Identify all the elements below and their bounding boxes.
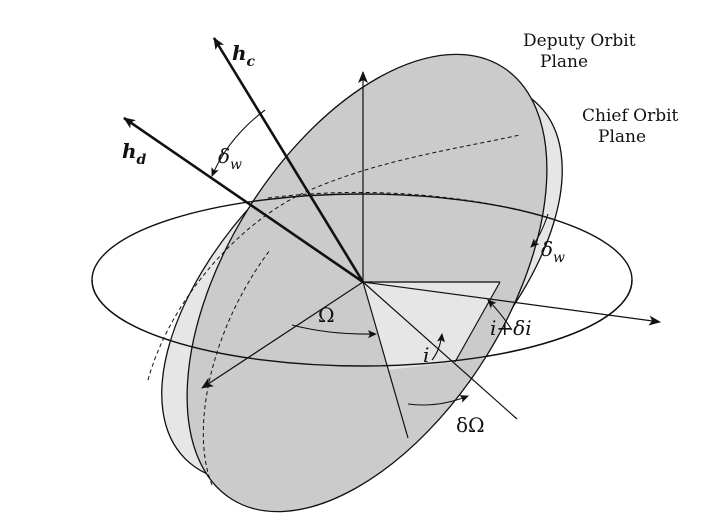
- h-c-label: hc: [232, 41, 256, 70]
- delta-omega-label: δΩ: [456, 413, 485, 437]
- h-d-sub: d: [137, 152, 147, 168]
- h-d-base: h: [122, 139, 137, 163]
- deputy-plane-label-1: Deputy Orbit: [523, 31, 636, 51]
- reference-hidden-arc: [267, 191, 521, 211]
- chief-node-line: [362, 281, 518, 420]
- deputy-plane-back: [186, 53, 548, 283]
- h-c-base: h: [232, 41, 247, 65]
- delta-w-right-base: δ: [541, 237, 553, 261]
- delta-w-left-sub: w: [230, 157, 242, 173]
- chief-plane-label-2: Plane: [598, 127, 646, 147]
- deputy-plane-ellipse-front: [186, 283, 548, 513]
- i-plus-delta-i-arc: [487, 299, 513, 331]
- omega-label: Ω: [318, 303, 335, 327]
- deputy-hidden-arc: [202, 249, 271, 486]
- deputy-plane-ellipse-back: [186, 53, 548, 283]
- i-plus-delta-i-label: i+δi: [490, 316, 532, 340]
- delta-w-right-label: δw: [541, 237, 565, 266]
- deputy-plane-label-2: Plane: [540, 52, 588, 72]
- wedge-region: [363, 283, 500, 370]
- h-c-sub: c: [247, 54, 256, 70]
- delta-w-left-base: δ: [218, 144, 230, 168]
- y-axis-arrow: [201, 281, 364, 389]
- h-c-vector: [212, 37, 365, 283]
- delta-w-right-sub: w: [553, 250, 565, 266]
- delta-w-arc-left: [211, 109, 266, 177]
- delta-w-left-label: δw: [218, 144, 242, 173]
- h-d-vector: [123, 116, 364, 284]
- omega-arc: [291, 324, 377, 339]
- i-label: i: [423, 343, 429, 367]
- reference-front-edge: [91, 279, 633, 367]
- h-d-label: hd: [122, 139, 147, 168]
- plane-intersection-edge: [454, 281, 501, 363]
- i-arc: [431, 333, 445, 361]
- delta-omega-arc: [407, 395, 469, 406]
- x-axis-arrow: [362, 281, 661, 326]
- chief-plane-label-1: Chief Orbit: [582, 106, 679, 126]
- planes-front: [161, 283, 563, 513]
- deputy-node-line: [362, 281, 409, 439]
- delta-w-arc-right: [530, 213, 549, 248]
